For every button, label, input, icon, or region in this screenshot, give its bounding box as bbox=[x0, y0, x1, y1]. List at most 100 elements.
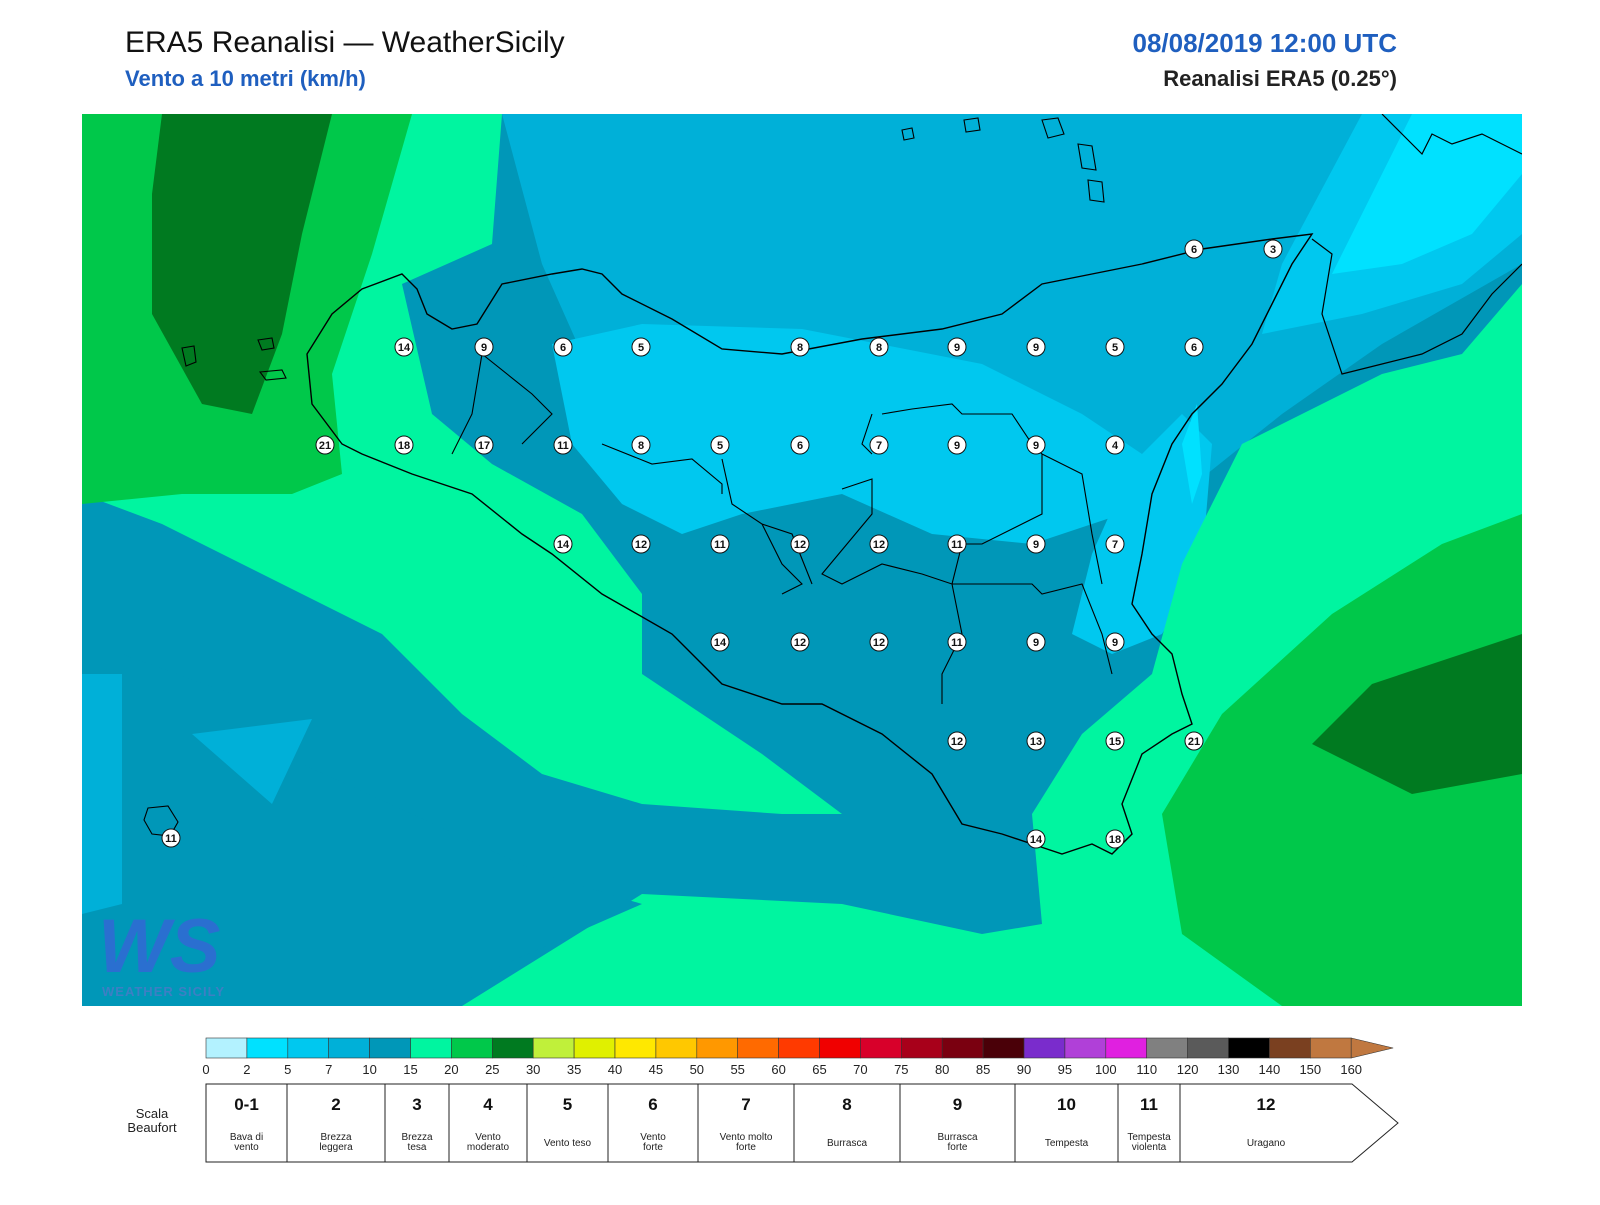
station-value: 11 bbox=[714, 539, 726, 551]
station-dot bbox=[947, 337, 967, 357]
beaufort-description: Vento teso bbox=[544, 1138, 592, 1149]
beaufort-description: forte bbox=[643, 1142, 663, 1153]
station-marker: 9 bbox=[1026, 632, 1046, 652]
station-dot bbox=[1026, 534, 1046, 554]
station-value: 14 bbox=[557, 539, 570, 551]
station-value: 18 bbox=[398, 440, 410, 452]
beaufort-number: 6 bbox=[648, 1095, 657, 1114]
station-value: 12 bbox=[873, 637, 885, 649]
colorbar-swatch bbox=[1310, 1037, 1352, 1059]
station-dot bbox=[1105, 337, 1125, 357]
beaufort-number: 5 bbox=[563, 1095, 572, 1114]
beaufort-description: tesa bbox=[408, 1142, 427, 1153]
beaufort-description: Tempesta bbox=[1127, 1132, 1171, 1143]
station-dot bbox=[631, 534, 651, 554]
beaufort-number: 3 bbox=[412, 1095, 421, 1114]
colorbar-swatch bbox=[1023, 1037, 1066, 1059]
station-value: 14 bbox=[398, 342, 411, 354]
beaufort-cell bbox=[793, 1083, 901, 1163]
colorbar-swatch bbox=[655, 1037, 698, 1059]
station-dot bbox=[710, 435, 730, 455]
station-dot bbox=[161, 828, 181, 848]
colorbar-tick-label: 40 bbox=[608, 1062, 622, 1077]
colorbar-swatch bbox=[246, 1037, 289, 1059]
station-dot bbox=[474, 435, 494, 455]
legend: 0 2 5 7 10 15 20 25 30 35 40 45 50 55 60 65 70 75 80 85 90 95… bbox=[0, 1030, 1600, 1200]
station-markers: 14 9 6 5 8 8 9 9 5 6 21 18 17 11 8 5 6 7 9 9 4 14 12 11 12 12 11 9 7… bbox=[161, 239, 1283, 849]
colorbar-swatch bbox=[1146, 1037, 1188, 1059]
station-value: 11 bbox=[951, 637, 963, 649]
station-value: 9 bbox=[1033, 440, 1039, 452]
beaufort-description: Brezza bbox=[320, 1132, 352, 1143]
station-marker: 18 bbox=[1105, 829, 1125, 849]
station-marker: 5 bbox=[710, 435, 730, 455]
wind-band-25-30-west bbox=[152, 114, 332, 414]
colorbar-tick-label: 55 bbox=[730, 1062, 744, 1077]
beaufort-description: Tempesta bbox=[1045, 1138, 1089, 1149]
colorbar-swatch bbox=[1064, 1037, 1107, 1059]
station-marker: 9 bbox=[947, 337, 967, 357]
station-dot bbox=[1026, 337, 1046, 357]
station-dot bbox=[474, 337, 494, 357]
beaufort-level: 5 Vento teso bbox=[526, 1083, 609, 1163]
station-value: 8 bbox=[797, 342, 803, 354]
colorbar-tick-label: 0 bbox=[202, 1062, 209, 1077]
colorbar-tick-label: 50 bbox=[690, 1062, 704, 1077]
colorbar-tick-label: 25 bbox=[485, 1062, 499, 1077]
station-value: 12 bbox=[794, 539, 806, 551]
wind-band-7-10-sw bbox=[192, 719, 312, 804]
colorbar-swatch bbox=[532, 1037, 575, 1059]
station-marker: 4 bbox=[1105, 435, 1125, 455]
station-value: 6 bbox=[1191, 342, 1197, 354]
station-value: 14 bbox=[714, 637, 727, 649]
beaufort-description: Vento molto bbox=[720, 1132, 773, 1143]
station-value: 11 bbox=[557, 440, 569, 452]
colorbar-tick-label: 35 bbox=[567, 1062, 581, 1077]
station-dot bbox=[869, 632, 889, 652]
wind-band-7-10-north bbox=[502, 114, 1522, 494]
logo-text: WEATHER SICILY bbox=[102, 984, 225, 999]
station-dot bbox=[1026, 632, 1046, 652]
wind-band-5-7-central bbox=[552, 324, 1142, 544]
colorbar-swatch bbox=[1187, 1037, 1229, 1059]
beaufort-number: 9 bbox=[953, 1095, 962, 1114]
station-marker: 11 bbox=[947, 632, 967, 652]
data-source: Reanalisi ERA5 (0.25°) bbox=[1163, 66, 1397, 91]
colorbar-swatch bbox=[614, 1037, 657, 1059]
colorbar-swatch bbox=[982, 1037, 1025, 1059]
station-marker: 3 bbox=[1263, 239, 1283, 259]
station-marker: 7 bbox=[869, 435, 889, 455]
beaufort-number: 10 bbox=[1057, 1095, 1076, 1114]
beaufort-number: 0-1 bbox=[234, 1095, 259, 1114]
station-marker: 9 bbox=[474, 337, 494, 357]
station-dot bbox=[1263, 239, 1283, 259]
colorbar-tick-label: 70 bbox=[853, 1062, 867, 1077]
station-value: 9 bbox=[1112, 637, 1118, 649]
colorbar-tick-label: 85 bbox=[976, 1062, 990, 1077]
station-dot bbox=[394, 337, 414, 357]
colorbar-swatch bbox=[205, 1037, 248, 1059]
station-value: 4 bbox=[1112, 440, 1119, 452]
colorbar-swatch bbox=[1105, 1037, 1148, 1059]
station-value: 9 bbox=[481, 342, 487, 354]
aeolian-islands bbox=[901, 117, 1105, 203]
station-marker: 9 bbox=[1026, 337, 1046, 357]
calabria-coastline bbox=[1311, 114, 1522, 375]
colorbar-swatch bbox=[1228, 1037, 1270, 1059]
colorbar-tick-label: 160 bbox=[1340, 1062, 1362, 1077]
colorbar-swatch bbox=[491, 1037, 534, 1059]
beaufort-cell bbox=[607, 1083, 699, 1163]
station-marker: 12 bbox=[869, 534, 889, 554]
station-dot bbox=[947, 731, 967, 751]
beaufort-number: 4 bbox=[483, 1095, 493, 1114]
station-dot bbox=[553, 534, 573, 554]
beaufort-level: 8 Burrasca bbox=[793, 1083, 901, 1163]
beaufort-description: forte bbox=[736, 1142, 756, 1153]
station-dot bbox=[790, 337, 810, 357]
station-value: 9 bbox=[954, 342, 960, 354]
station-value: 7 bbox=[1112, 539, 1118, 551]
beaufort-title-line2: Beaufort bbox=[127, 1120, 177, 1135]
station-value: 3 bbox=[1270, 244, 1276, 256]
beaufort-description: Vento bbox=[640, 1132, 666, 1143]
